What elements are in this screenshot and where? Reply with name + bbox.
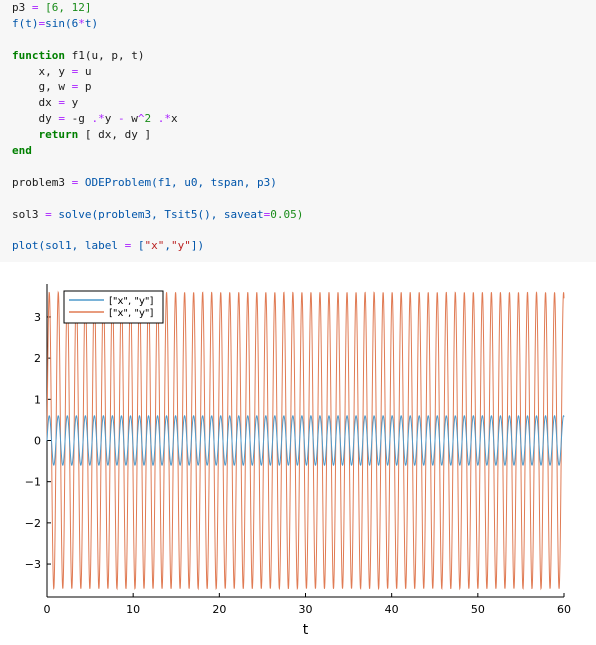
code-token: .* xyxy=(157,112,171,126)
code-token: y xyxy=(64,96,79,110)
x-tick-label: 0 xyxy=(44,603,51,616)
code-token: function xyxy=(12,48,65,62)
code-token: f1(u, p, t) xyxy=(64,48,145,62)
code-token: t) xyxy=(84,16,99,30)
code-token: = xyxy=(71,80,79,94)
code-token: problem3 xyxy=(12,175,72,189)
code-line: g, w = p xyxy=(12,79,596,95)
code-token: 2 xyxy=(144,112,158,126)
code-line: plot(sol1, label = ["x","y"]) xyxy=(12,238,596,254)
code-token: -g xyxy=(64,112,92,126)
code-cell[interactable]: p3 = [6, 12] f(t)=sin(6*t) function f1(u,… xyxy=(0,0,596,262)
series-line xyxy=(46,290,565,591)
code-line: f(t)=sin(6*t) xyxy=(12,16,596,32)
series-line xyxy=(46,414,565,467)
legend-label: ["x", "y"] xyxy=(109,296,153,307)
code-line xyxy=(12,191,596,207)
code-token: = xyxy=(71,64,79,78)
line-chart: 0 10 20 30 40 50 60 −3 −2 −1 0 1 2 3 t ["x", "y"]["x", … xyxy=(25,284,571,638)
code-token: dy xyxy=(12,112,59,126)
code-line xyxy=(12,32,596,48)
y-tick-label: 0 xyxy=(34,435,41,448)
code-token: 0.05) xyxy=(270,207,304,221)
code-line: x, y = u xyxy=(12,64,596,80)
code-line: dx = y xyxy=(12,95,596,111)
code-token: solve(problem3, Tsit5(), saveat xyxy=(51,207,264,221)
y-tick-label: −3 xyxy=(25,558,41,571)
code-token: = xyxy=(45,207,52,221)
code-line xyxy=(12,159,596,175)
y-tick-label: −1 xyxy=(25,476,41,489)
code-token: end xyxy=(12,144,32,158)
code-token: = xyxy=(263,207,271,221)
plot-output: 0 10 20 30 40 50 60 −3 −2 −1 0 1 2 3 t ["x", "y"] ["x", … xyxy=(0,262,596,641)
code-token: * xyxy=(78,16,85,30)
code-line: p3 = [6, 12] xyxy=(12,0,596,16)
code-token: x xyxy=(170,112,178,126)
code-token: sin(6 xyxy=(45,16,79,30)
x-tick-label: 10 xyxy=(126,603,140,616)
x-tick-label: 40 xyxy=(385,603,399,616)
code-token: return xyxy=(38,128,79,142)
x-axis-label: t xyxy=(303,622,309,638)
code-token: [ xyxy=(131,239,145,253)
code-line xyxy=(12,222,596,238)
code-token: = xyxy=(71,175,79,189)
code-line: end xyxy=(12,143,596,159)
code-token: plot(sol1, label xyxy=(12,239,125,253)
code-token: = xyxy=(58,96,65,110)
code-token: "y" xyxy=(170,239,191,253)
code-line: sol3 = solve(problem3, Tsit5(), saveat=0… xyxy=(12,207,596,223)
code-token: f(t) xyxy=(12,16,39,30)
legend-box xyxy=(63,290,164,324)
code-token: p xyxy=(78,80,92,94)
code-token: ]) xyxy=(190,239,205,253)
x-tick-label: 30 xyxy=(299,603,313,616)
code-line: problem3 = ODEProblem(f1, u0, tspan, p3) xyxy=(12,175,596,191)
code-token: p3 xyxy=(12,1,32,14)
legend-label: ["x", "y"] xyxy=(109,308,153,319)
code-token: g, w xyxy=(12,80,72,94)
code-token: ODEProblem(f1, u0, tspan, p3) xyxy=(78,175,277,189)
code-token: = xyxy=(124,239,132,253)
x-tick-label: 60 xyxy=(557,603,571,616)
code-token: [ dx, dy ] xyxy=(78,128,152,142)
code-line: return [ dx, dy ] xyxy=(12,127,596,143)
code-token: dx xyxy=(12,96,59,110)
code-line: dy = -g .*y - w^2 .*x xyxy=(12,111,596,127)
code-token: = xyxy=(58,112,65,126)
code-token: y xyxy=(104,112,118,126)
code-token: u xyxy=(78,64,92,78)
y-tick-label: 1 xyxy=(34,393,41,406)
x-tick-label: 50 xyxy=(471,603,485,616)
code-token: , xyxy=(164,239,171,253)
y-tick-label: 3 xyxy=(34,311,41,324)
code-token: - xyxy=(117,112,125,126)
code-token: ^ xyxy=(137,112,145,126)
code-token: = xyxy=(31,1,39,14)
code-token: = xyxy=(38,16,46,30)
y-tick-label: 2 xyxy=(34,352,41,365)
code-token: [6, 12] xyxy=(38,1,92,14)
y-tick-label: −2 xyxy=(25,517,41,530)
code-token: w xyxy=(124,112,138,126)
code-line: function f1(u, p, t) xyxy=(12,48,596,64)
x-tick-label: 20 xyxy=(212,603,226,616)
code-token: .* xyxy=(91,112,105,126)
code-token: x, y xyxy=(12,64,72,78)
code-token: "x" xyxy=(144,239,165,253)
code-token: sol3 xyxy=(12,207,46,221)
code-token xyxy=(12,128,39,141)
